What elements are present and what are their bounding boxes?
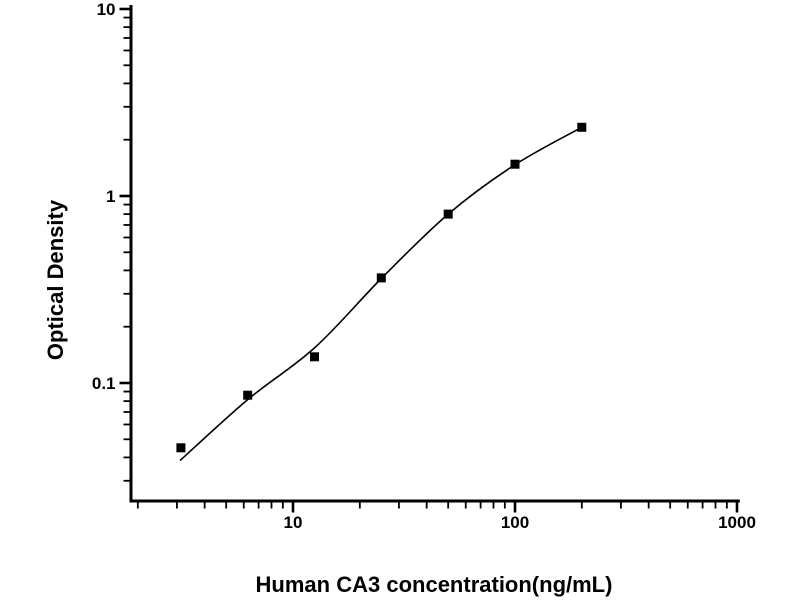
data-point-marker [376, 273, 386, 283]
data-point-marker [443, 209, 453, 219]
x-tick-label: 100 [501, 513, 529, 532]
fit-curve-layer [179, 126, 583, 462]
data-point-marker [577, 122, 587, 132]
y-tick-label: 10 [97, 0, 116, 19]
data-point-marker [510, 159, 520, 169]
axes-layer [129, 5, 740, 503]
data-point-marker [310, 352, 319, 362]
x-tick-label: 1000 [718, 513, 756, 532]
ticks-layer [119, 7, 739, 513]
data-points-layer [176, 122, 587, 453]
x-axis-title: Human CA3 concentration(ng/mL) [256, 572, 613, 597]
y-tick-label: 0.1 [92, 374, 116, 393]
y-axis-title: Optical Density [43, 199, 68, 360]
fit-curve-path [179, 126, 583, 462]
y-tick-label: 1 [106, 187, 115, 206]
data-point-marker [176, 443, 186, 453]
tick-labels-layer: 10 100 1000 10 1 0.1 [92, 0, 756, 532]
data-point-marker [243, 390, 253, 400]
x-tick-label: 10 [284, 513, 303, 532]
